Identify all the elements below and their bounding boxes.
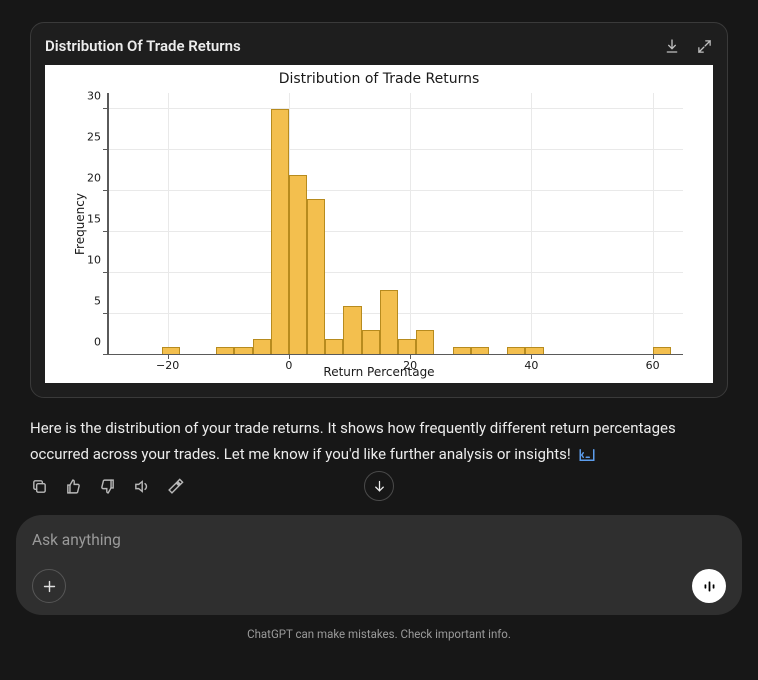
thumbs-down-icon[interactable] xyxy=(98,477,116,495)
y-tick-label: 5 xyxy=(94,295,101,308)
chart-card-actions xyxy=(663,37,713,55)
assistant-message: Here is the distribution of your trade r… xyxy=(30,416,728,467)
y-tick-label: 15 xyxy=(87,213,101,226)
grid-line-h xyxy=(107,272,683,273)
chart-card-header: Distribution Of Trade Returns xyxy=(45,37,713,55)
message-actions xyxy=(30,477,728,495)
attach-button[interactable] xyxy=(32,569,66,603)
edit-icon[interactable] xyxy=(166,477,184,495)
chart-title: Distribution of Trade Returns xyxy=(45,71,713,87)
composer xyxy=(16,515,742,615)
x-axis-label: Return Percentage xyxy=(45,365,713,379)
histogram-bar xyxy=(343,306,361,355)
scroll-down-button[interactable] xyxy=(364,471,394,501)
grid-line-v xyxy=(653,93,654,355)
x-tick-label: 40 xyxy=(524,359,538,372)
histogram-bar xyxy=(307,199,325,355)
voice-button[interactable] xyxy=(692,569,726,603)
axis-spine-bottom xyxy=(107,354,683,356)
grid-line-h xyxy=(107,108,683,109)
grid-line-h xyxy=(107,231,683,232)
histogram-bar xyxy=(271,109,289,355)
grid-line-h xyxy=(107,190,683,191)
x-tick-label: 20 xyxy=(403,359,417,372)
speaker-icon[interactable] xyxy=(132,477,150,495)
composer-bottom-row xyxy=(32,569,726,603)
chart-area: Distribution of Trade Returns Frequency … xyxy=(45,65,713,383)
expand-icon[interactable] xyxy=(695,37,713,55)
plot-region: −200204060051015202530 xyxy=(107,93,683,355)
axis-spine-left xyxy=(107,93,109,355)
y-axis-label: Frequency xyxy=(73,193,87,255)
histogram-bar xyxy=(416,330,434,355)
chart-card-title: Distribution Of Trade Returns xyxy=(45,37,241,55)
copy-icon[interactable] xyxy=(30,477,48,495)
histogram-bar xyxy=(289,175,307,355)
code-reference-icon[interactable] xyxy=(578,448,596,462)
thumbs-up-icon[interactable] xyxy=(64,477,82,495)
grid-line-v xyxy=(531,93,532,355)
composer-input[interactable] xyxy=(32,529,726,569)
y-tick-label: 20 xyxy=(87,172,101,185)
grid-line-h xyxy=(107,149,683,150)
grid-line-v xyxy=(168,93,169,355)
x-tick-label: 0 xyxy=(285,359,292,372)
y-tick-label: 30 xyxy=(87,90,101,103)
disclaimer: ChatGPT can make mistakes. Check importa… xyxy=(0,627,758,641)
download-icon[interactable] xyxy=(663,37,681,55)
y-tick-label: 0 xyxy=(94,336,101,349)
y-tick-label: 10 xyxy=(87,254,101,267)
x-tick-label: 60 xyxy=(646,359,660,372)
x-tick-label: −20 xyxy=(156,359,179,372)
chart-card: Distribution Of Trade Returns Distributi… xyxy=(30,22,728,398)
histogram-bar xyxy=(380,290,398,356)
histogram-bar xyxy=(362,330,380,355)
grid-line-v xyxy=(410,93,411,355)
y-tick-label: 25 xyxy=(87,131,101,144)
